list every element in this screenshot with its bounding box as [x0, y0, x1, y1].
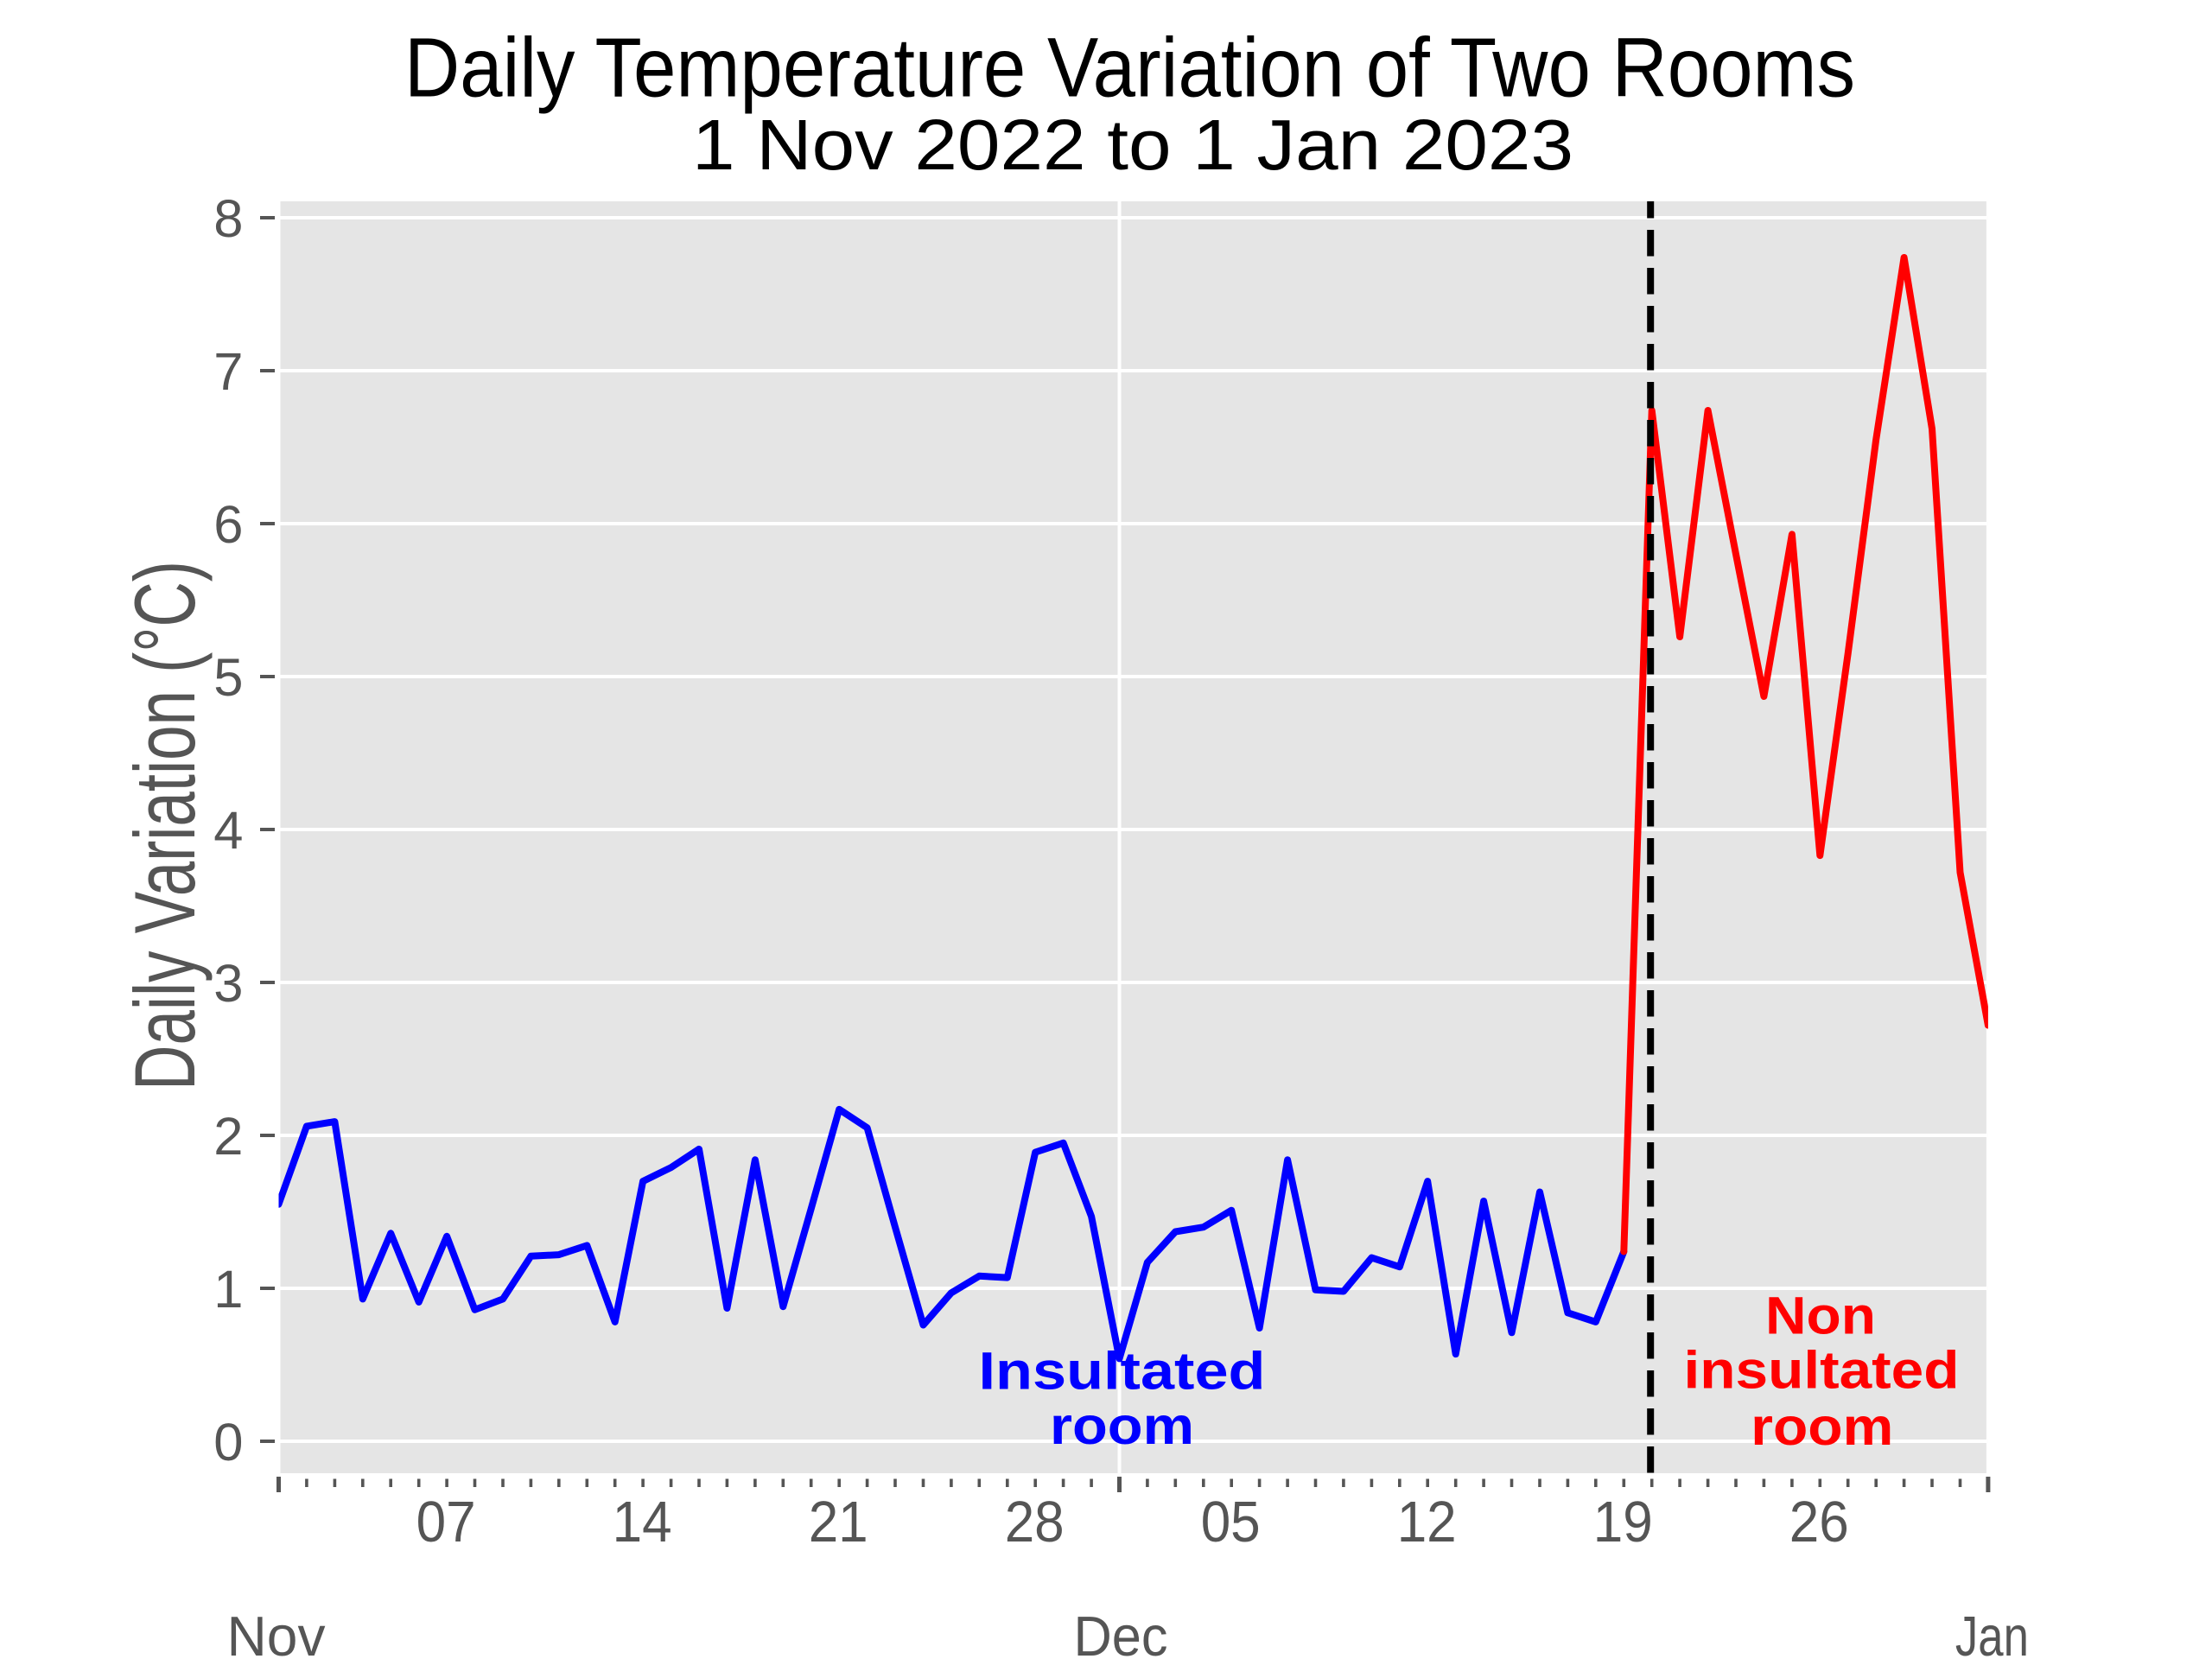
svg-text:Daily Temperature Variation of: Daily Temperature Variation of Two Rooms	[404, 21, 1855, 115]
svg-text:6: 6	[213, 495, 243, 555]
svg-text:insultated: insultated	[1684, 1341, 1960, 1400]
svg-text:21: 21	[809, 1490, 868, 1554]
svg-text:05: 05	[1201, 1490, 1261, 1554]
svg-text:5: 5	[213, 648, 243, 708]
svg-text:Dec: Dec	[1074, 1605, 1168, 1659]
svg-text:8: 8	[213, 189, 243, 249]
svg-text:4: 4	[213, 801, 243, 861]
svg-text:14: 14	[613, 1490, 672, 1554]
svg-text:28: 28	[1005, 1490, 1065, 1554]
svg-text:7: 7	[213, 342, 243, 402]
svg-text:Jan: Jan	[1955, 1605, 2029, 1659]
svg-text:Non: Non	[1765, 1287, 1876, 1345]
svg-text:Nov: Nov	[227, 1605, 326, 1659]
svg-text:26: 26	[1789, 1490, 1849, 1554]
svg-text:Daily Variation (°C): Daily Variation (°C)	[117, 561, 213, 1090]
svg-text:room: room	[1751, 1397, 1893, 1456]
svg-text:12: 12	[1397, 1490, 1457, 1554]
svg-text:1 Nov 2022 to 1 Jan 2023: 1 Nov 2022 to 1 Jan 2023	[692, 105, 1573, 185]
svg-text:07: 07	[416, 1490, 476, 1554]
svg-text:Insultated: Insultated	[979, 1342, 1266, 1401]
svg-text:2: 2	[213, 1107, 243, 1166]
svg-text:0: 0	[213, 1413, 243, 1472]
svg-text:room: room	[1050, 1396, 1194, 1455]
svg-text:3: 3	[213, 954, 243, 1014]
svg-text:19: 19	[1593, 1490, 1653, 1554]
svg-text:1: 1	[213, 1260, 243, 1319]
